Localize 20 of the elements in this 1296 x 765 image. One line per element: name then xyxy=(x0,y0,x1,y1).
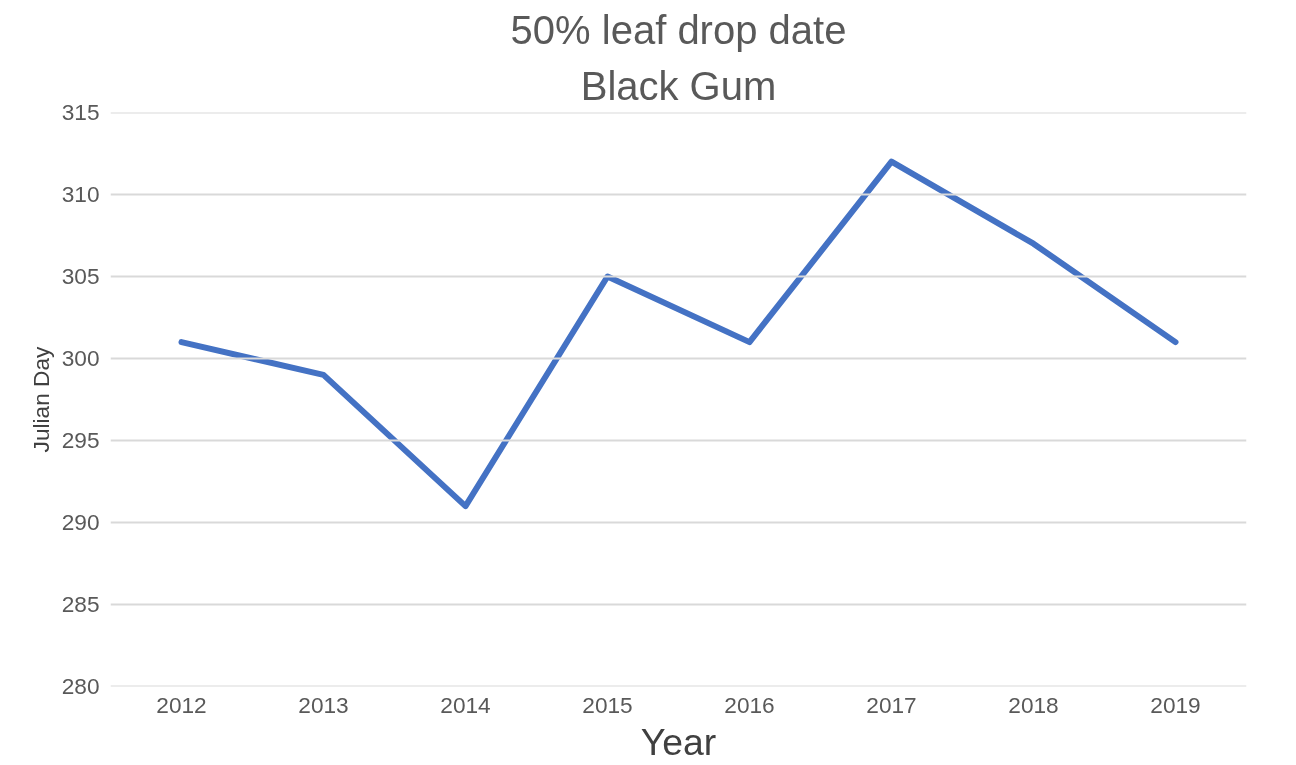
x-tick-label: 2018 xyxy=(1008,691,1059,718)
y-tick-label: 305 xyxy=(61,263,100,289)
x-tick-label: 2017 xyxy=(866,691,917,718)
x-tick-label: 2014 xyxy=(440,691,491,718)
chart-subtitle: Black Gum xyxy=(580,63,777,108)
y-tick-label: 280 xyxy=(61,673,100,699)
x-tick-label: 2019 xyxy=(1150,691,1201,718)
y-tick-label: 290 xyxy=(61,509,100,535)
x-tick-label: 2013 xyxy=(298,691,349,718)
y-tick-label: 285 xyxy=(61,591,100,617)
y-tick-label: 295 xyxy=(61,427,100,453)
y-tick-label: 315 xyxy=(61,99,100,125)
x-axis-title: Year xyxy=(640,720,717,763)
y-tick-label: 300 xyxy=(61,345,100,371)
y-tick-label: 310 xyxy=(61,181,100,207)
x-tick-label: 2015 xyxy=(582,691,633,718)
x-tick-label: 2016 xyxy=(724,691,775,718)
chart-title: 50% leaf drop date xyxy=(510,7,847,52)
y-axis-title: Julian Day xyxy=(27,345,54,453)
x-tick-label: 2012 xyxy=(156,691,207,718)
